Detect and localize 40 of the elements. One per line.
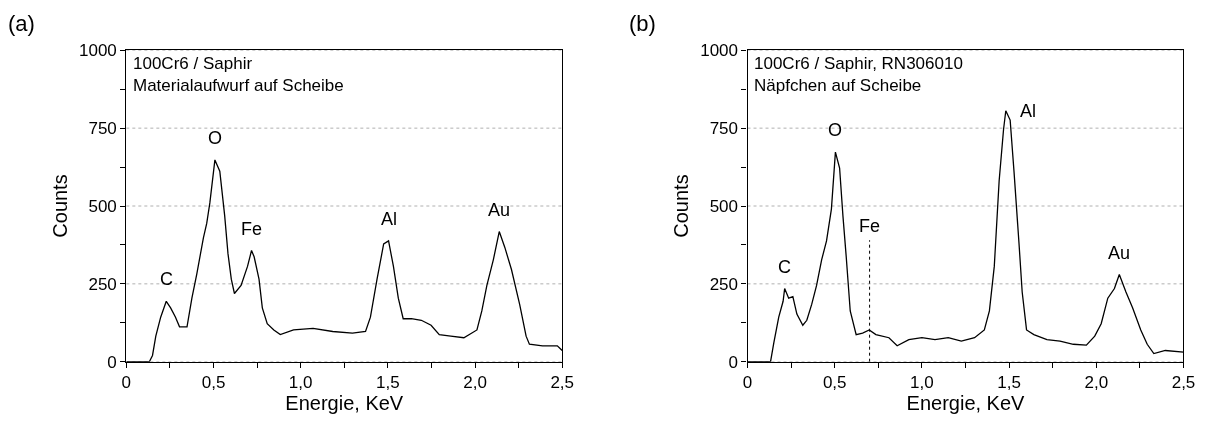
y-tick-label: 250: [88, 274, 117, 294]
annotation: O: [208, 128, 223, 148]
annotation: C: [160, 269, 173, 289]
annotation: O: [828, 120, 843, 140]
ref-line-label: Fe: [859, 216, 881, 236]
y-tick-label: 500: [88, 196, 117, 216]
x-tick-label: 2,0: [1084, 373, 1109, 393]
y-tick-label: 0: [728, 352, 739, 372]
x-tick-label: 0: [121, 373, 132, 393]
x-tick-label: 0: [742, 373, 753, 393]
x-axis-title: Energie, KeV: [906, 392, 1026, 415]
chart-title: (a): [8, 11, 35, 36]
x-tick-label: 2,5: [1171, 373, 1196, 393]
annotation: Al: [381, 209, 398, 229]
y-tick-label: 750: [88, 119, 117, 139]
y-axis-title: Counts: [669, 174, 692, 238]
annotation: Au: [488, 200, 511, 220]
y-tick-label: 250: [709, 274, 739, 294]
annotation: 100Cr6 / Saphir, RN306010 Näpfchen auf Scheibe: [754, 54, 963, 96]
x-tick-label: 1,5: [997, 373, 1021, 393]
x-tick-label: 0,5: [822, 373, 847, 393]
annotation: C: [778, 257, 791, 277]
y-tick-label: 0: [107, 352, 117, 372]
x-tick-label: 2,0: [463, 373, 487, 393]
annotation: Al: [1020, 101, 1037, 121]
y-axis-title: Counts: [48, 174, 71, 238]
x-tick-label: 0,5: [201, 373, 226, 393]
x-tick-label: 1,0: [288, 373, 313, 393]
y-tick-label: 750: [709, 119, 739, 139]
annotation: Au: [1108, 243, 1131, 263]
y-tick-label: 1000: [700, 41, 739, 61]
annotation: 100Cr6 / Saphir Materialaufwurf auf Scheibe: [133, 54, 344, 96]
chart-title: (b): [629, 11, 656, 36]
y-tick-label: 500: [709, 196, 739, 216]
x-tick-label: 1,0: [910, 373, 934, 393]
x-tick-label: 2,5: [550, 373, 575, 393]
annotation: Fe: [241, 219, 263, 239]
y-tick-label: 1000: [79, 41, 117, 61]
x-axis-title: Energie, KeV: [285, 392, 404, 415]
x-tick-label: 1,5: [376, 373, 400, 393]
